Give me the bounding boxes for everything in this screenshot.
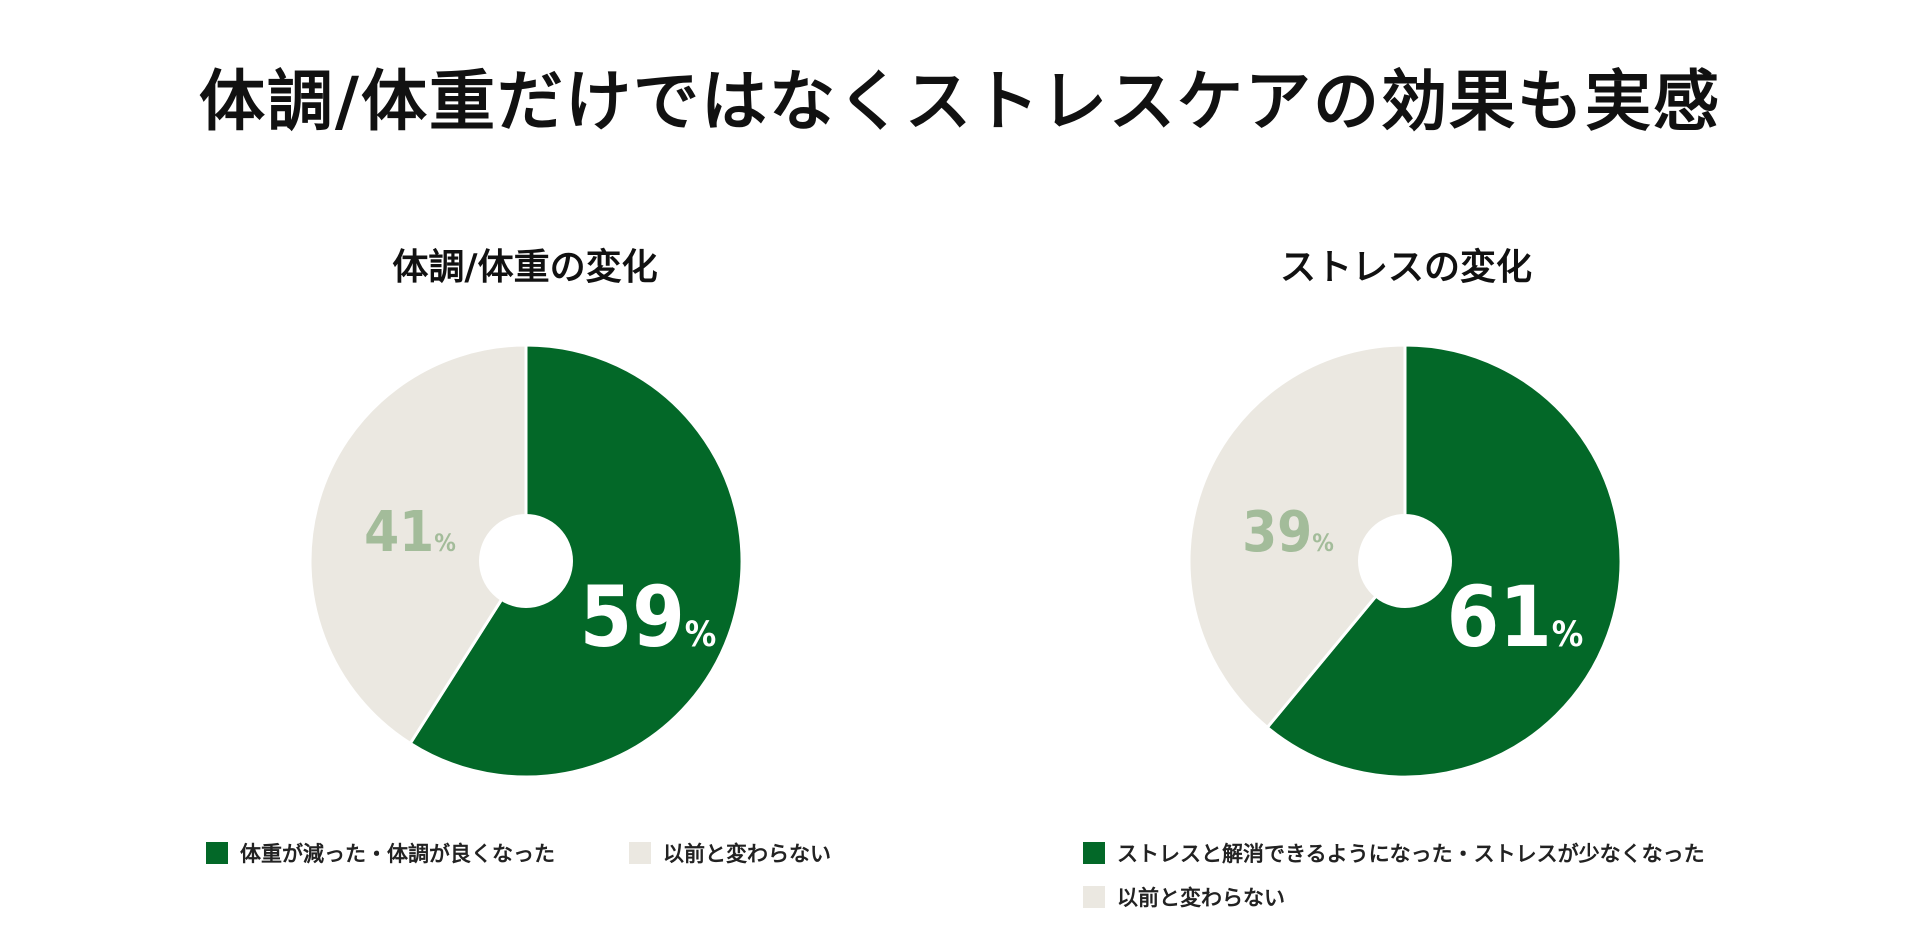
pie-center-hole <box>1358 514 1452 608</box>
legend-label: 以前と変わらない <box>1117 886 1285 910</box>
legend-swatch-green <box>206 842 228 864</box>
legend-label: 体重が減った・体調が良くなった <box>240 842 555 866</box>
data-label: 41% <box>364 500 456 565</box>
legend-item-improved-left: 体重が減った・体調が良くなった <box>206 838 555 868</box>
chart-title-stress: ストレスの変化 <box>1279 247 1532 288</box>
pie-slice <box>1187 343 1407 729</box>
legend-item-improved-right: ストレスと解消できるようになった・ストレスが少なくなった <box>1083 838 1705 868</box>
legend-item-unchanged-left: 以前と変わらない <box>629 838 831 868</box>
legend-label: 以前と変わらない <box>663 842 831 866</box>
legend-swatch-beige <box>629 842 651 864</box>
pie-center-hole <box>479 514 573 608</box>
data-label: 39% <box>1242 500 1334 565</box>
legend-swatch-green <box>1083 842 1105 864</box>
data-label: 59% <box>580 568 717 666</box>
pie-slice <box>408 343 744 779</box>
data-label: 61% <box>1447 568 1584 666</box>
legend-label: ストレスと解消できるようになった・ストレスが少なくなった <box>1117 842 1705 866</box>
page-title: 体調/体重だけではなくストレスケアの効果も実感 <box>198 63 1722 140</box>
chart-title-body-weight: 体調/体重の変化 <box>392 247 658 288</box>
legend-item-unchanged-right: 以前と変わらない <box>1083 882 1285 912</box>
pie-slice <box>308 343 528 745</box>
legend-swatch-beige <box>1083 886 1105 908</box>
